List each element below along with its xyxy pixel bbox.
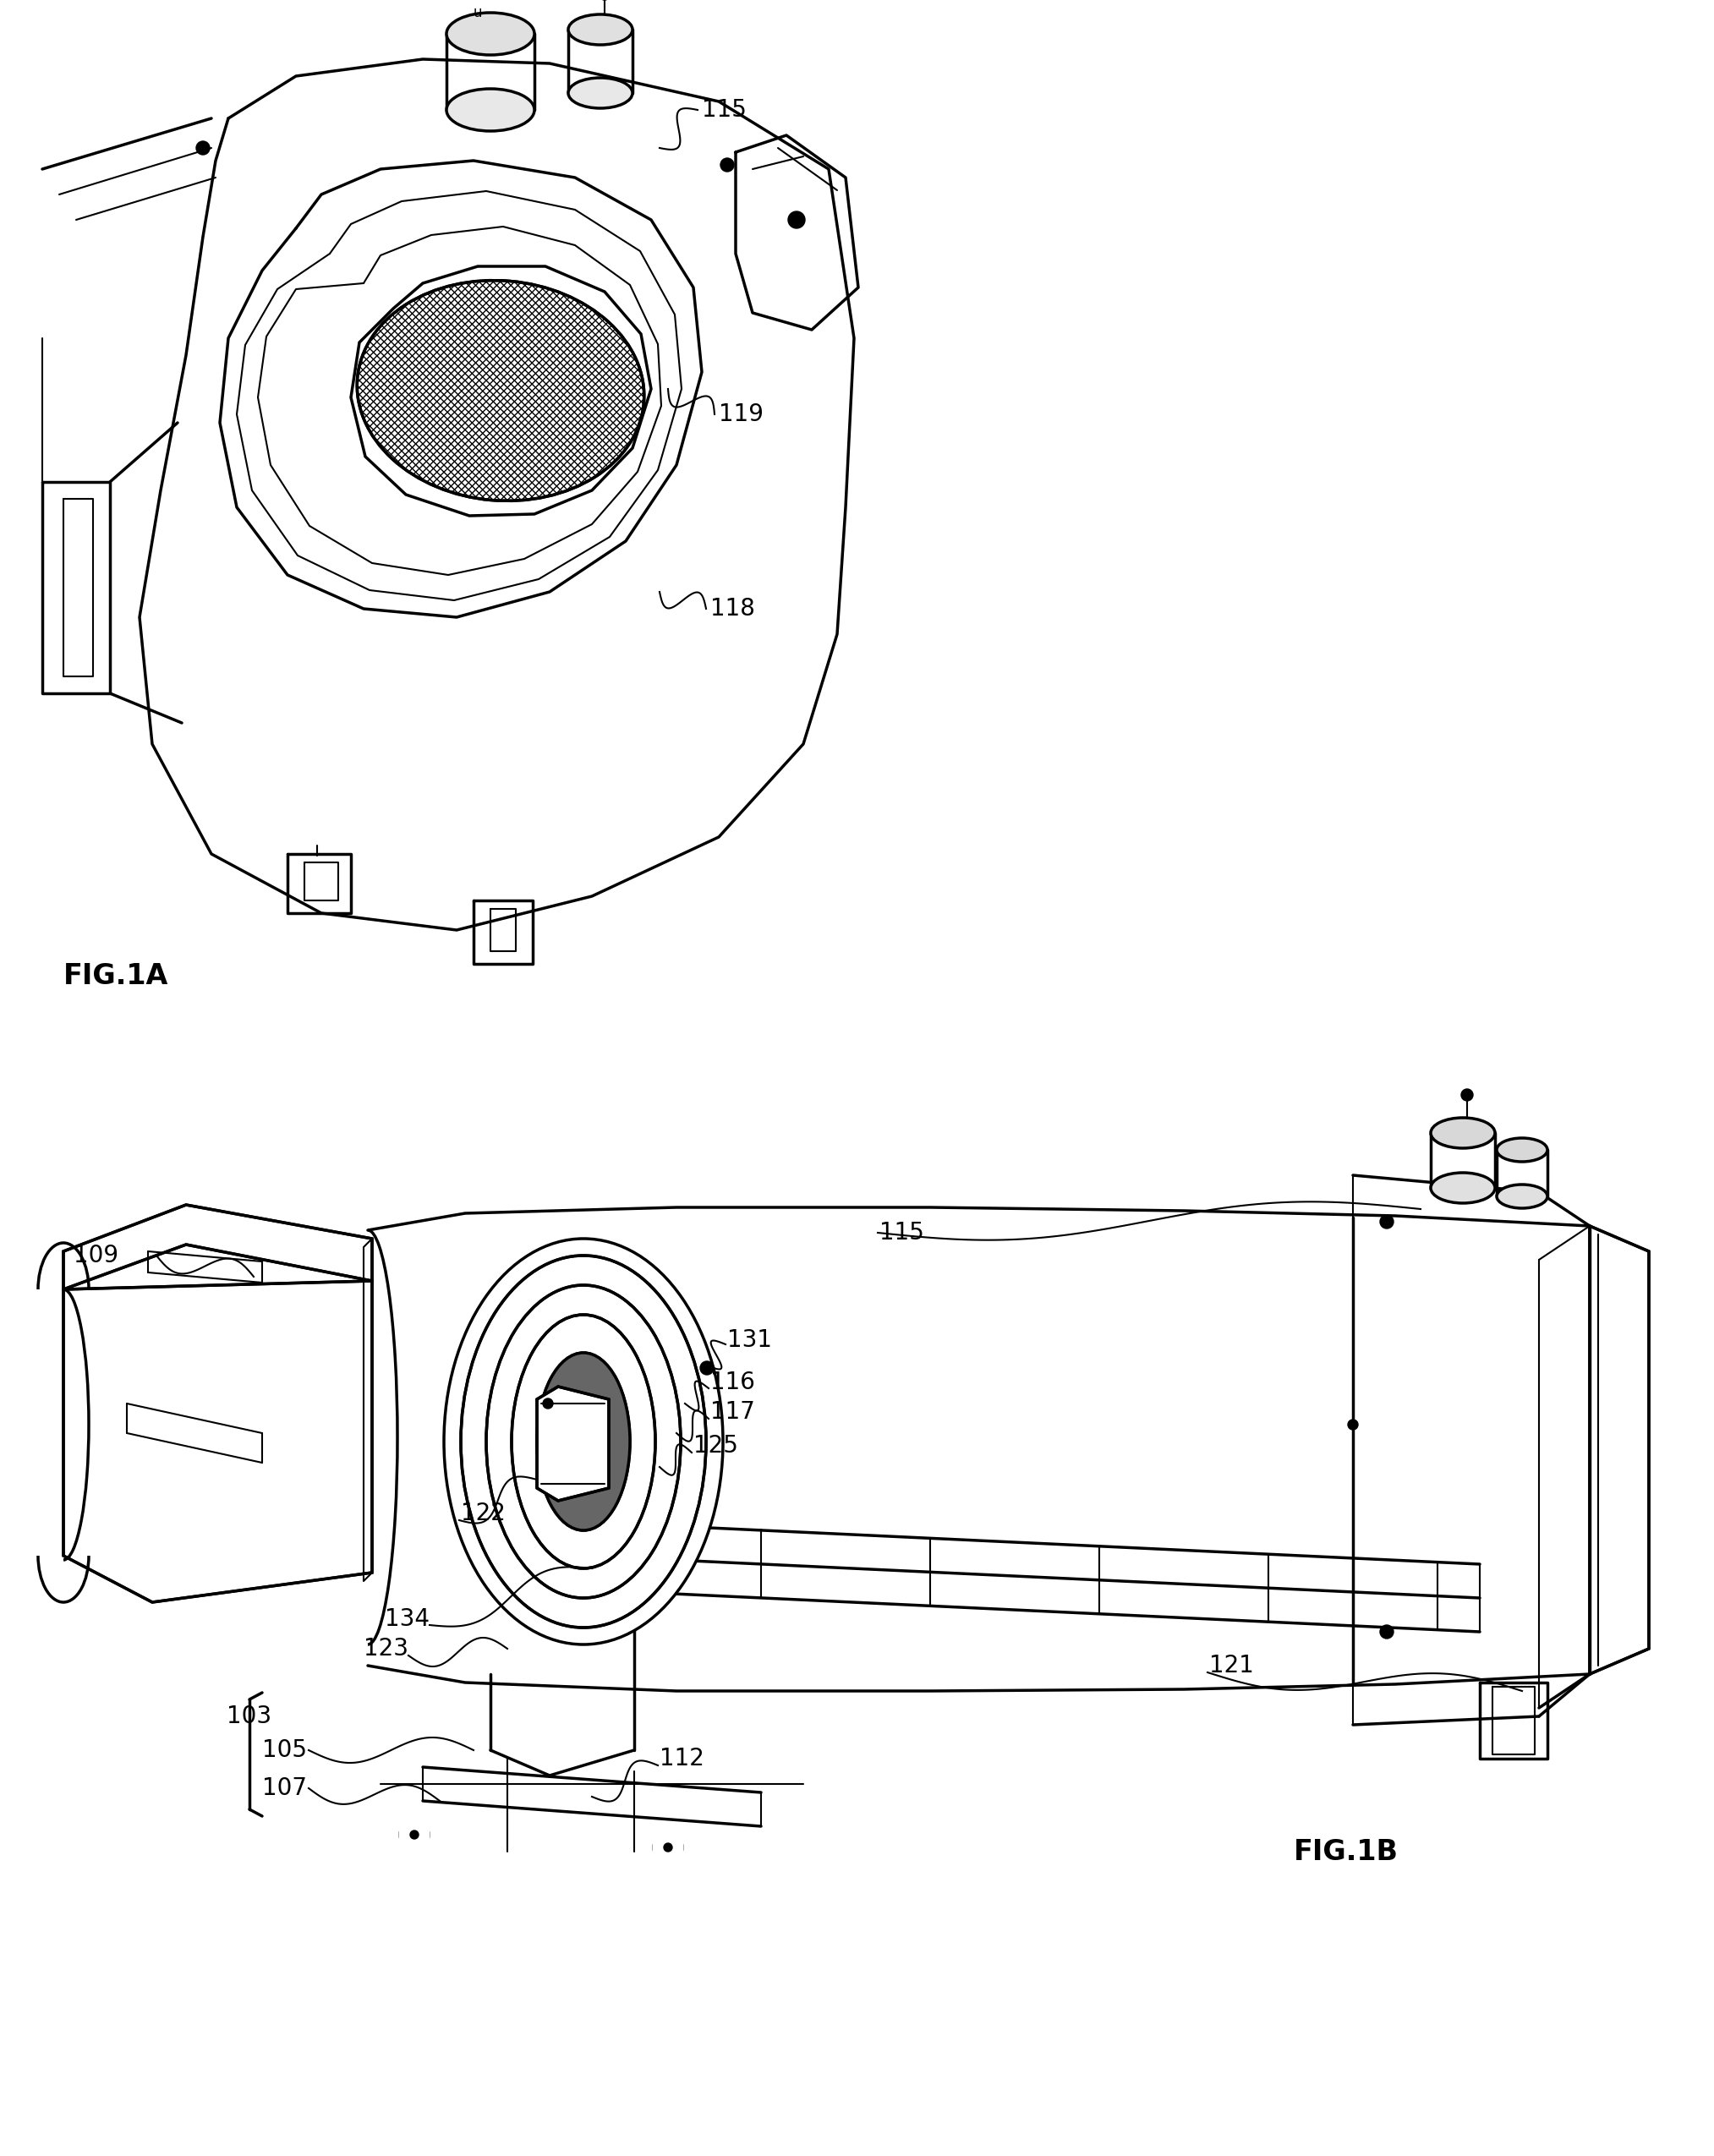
Circle shape bbox=[699, 1360, 713, 1376]
Polygon shape bbox=[351, 267, 651, 515]
Text: 122: 122 bbox=[461, 1501, 506, 1524]
Ellipse shape bbox=[653, 1837, 684, 1858]
Ellipse shape bbox=[536, 1352, 631, 1531]
Ellipse shape bbox=[357, 280, 644, 500]
Ellipse shape bbox=[444, 1240, 723, 1645]
Circle shape bbox=[653, 1833, 684, 1863]
Text: 118: 118 bbox=[710, 597, 754, 621]
Ellipse shape bbox=[569, 15, 632, 45]
Text: 103: 103 bbox=[226, 1705, 271, 1729]
Circle shape bbox=[410, 1830, 418, 1839]
Circle shape bbox=[663, 1843, 672, 1852]
Ellipse shape bbox=[1496, 1184, 1548, 1207]
Text: u: u bbox=[473, 4, 482, 19]
Text: 115: 115 bbox=[701, 97, 747, 121]
Text: 125: 125 bbox=[694, 1434, 739, 1457]
Ellipse shape bbox=[399, 1824, 430, 1846]
Text: 105: 105 bbox=[262, 1738, 307, 1761]
Ellipse shape bbox=[446, 13, 535, 54]
Text: FIG.1B: FIG.1B bbox=[1294, 1837, 1399, 1865]
Text: 117: 117 bbox=[710, 1399, 754, 1423]
Circle shape bbox=[399, 1820, 430, 1850]
Circle shape bbox=[788, 211, 806, 229]
Circle shape bbox=[1460, 1089, 1472, 1102]
Ellipse shape bbox=[461, 1255, 706, 1628]
Ellipse shape bbox=[1431, 1117, 1495, 1149]
Text: FIG.1A: FIG.1A bbox=[63, 962, 168, 990]
Text: 123: 123 bbox=[363, 1636, 408, 1660]
Circle shape bbox=[720, 157, 734, 172]
Text: 109: 109 bbox=[74, 1244, 118, 1268]
Circle shape bbox=[1347, 1419, 1357, 1429]
Text: 131: 131 bbox=[727, 1328, 771, 1352]
Circle shape bbox=[1380, 1216, 1393, 1229]
Ellipse shape bbox=[446, 88, 535, 132]
Ellipse shape bbox=[569, 78, 632, 108]
Text: 112: 112 bbox=[660, 1746, 704, 1770]
Polygon shape bbox=[63, 1205, 372, 1289]
Text: 107: 107 bbox=[262, 1777, 307, 1800]
Polygon shape bbox=[1589, 1227, 1649, 1673]
Text: 134: 134 bbox=[384, 1606, 430, 1630]
Circle shape bbox=[195, 140, 209, 155]
Ellipse shape bbox=[536, 1352, 631, 1531]
Text: 116: 116 bbox=[710, 1371, 754, 1395]
Circle shape bbox=[543, 1399, 554, 1408]
Polygon shape bbox=[536, 1386, 608, 1501]
Text: 121: 121 bbox=[1208, 1654, 1255, 1677]
Text: 119: 119 bbox=[718, 403, 763, 427]
Polygon shape bbox=[63, 1281, 372, 1602]
Ellipse shape bbox=[1431, 1173, 1495, 1203]
Ellipse shape bbox=[487, 1285, 680, 1598]
Ellipse shape bbox=[1496, 1138, 1548, 1162]
Circle shape bbox=[1380, 1626, 1393, 1639]
Ellipse shape bbox=[511, 1315, 655, 1567]
Text: 115: 115 bbox=[879, 1220, 924, 1244]
